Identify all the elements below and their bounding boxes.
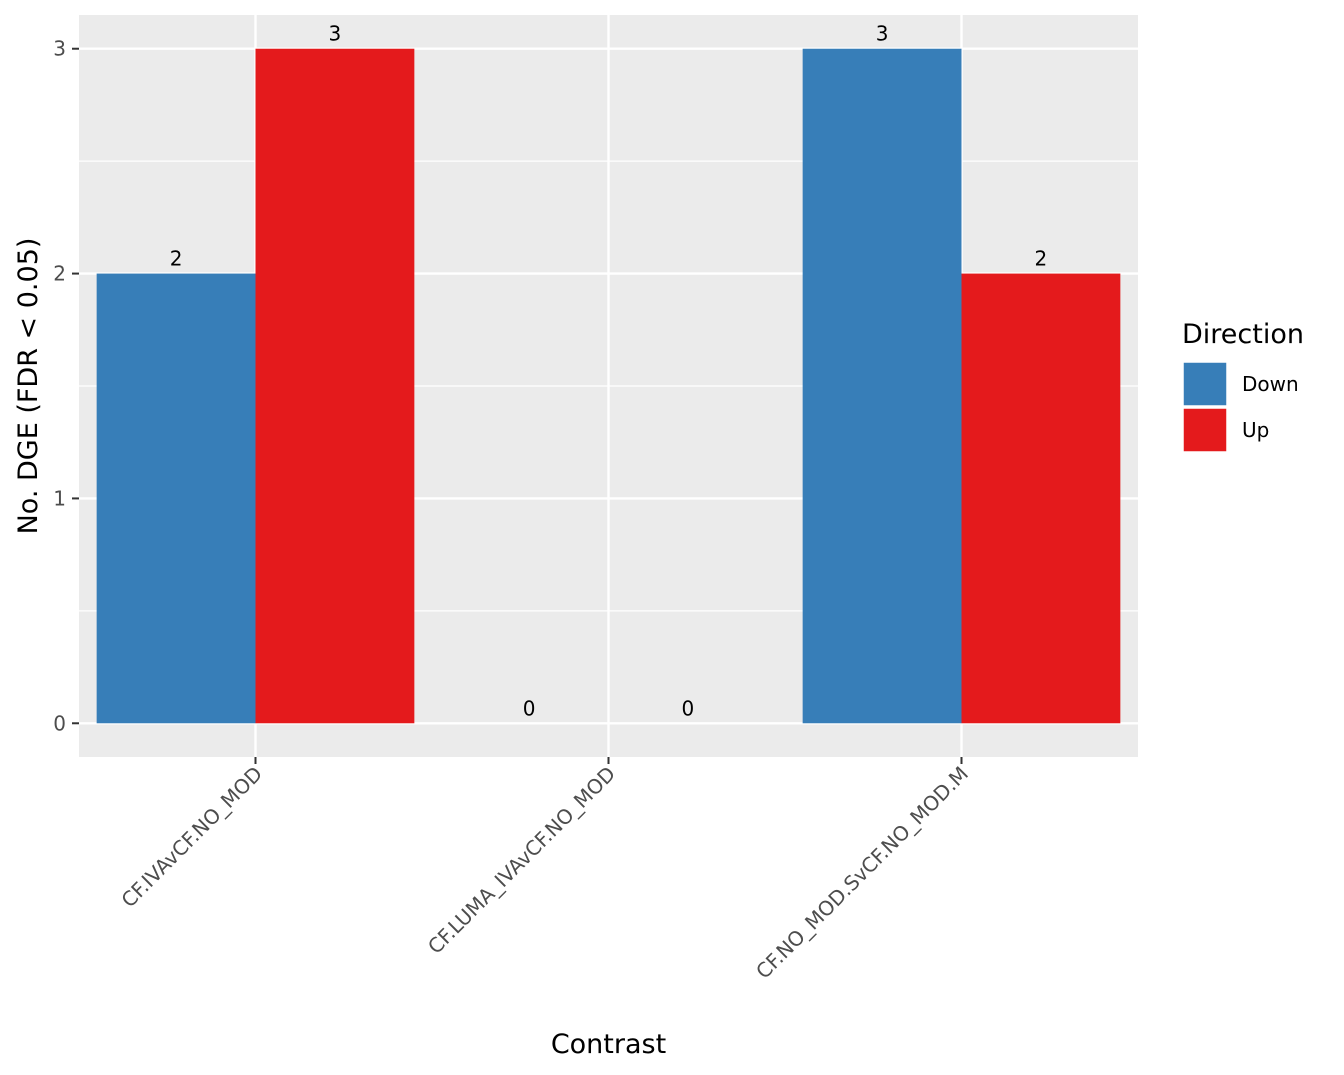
x-axis: CF.IVAvCF.NO_MOD CF.LUMA_IVAvCF.NO_MOD CF.… xyxy=(116,757,973,984)
bar-down xyxy=(96,273,256,724)
y-tick-label: 0 xyxy=(53,711,66,735)
data-label: 0 xyxy=(523,696,536,720)
data-labels: 2 3 0 0 3 2 xyxy=(170,22,1048,721)
legend-label-down: Down xyxy=(1242,372,1299,396)
data-label: 2 xyxy=(1035,247,1048,271)
y-tick-label: 3 xyxy=(53,37,66,61)
y-tick-label: 2 xyxy=(53,262,66,286)
data-label: 0 xyxy=(682,696,695,720)
y-tick-label: 1 xyxy=(53,486,66,510)
x-axis-title: Contrast xyxy=(551,1029,666,1060)
y-axis-title: No. DGE (FDR < 0.05) xyxy=(13,238,44,535)
bar-up xyxy=(961,273,1121,724)
legend-key-down xyxy=(1182,361,1228,407)
legend-label-up: Up xyxy=(1242,418,1269,442)
data-label: 3 xyxy=(876,22,889,46)
legend: Direction Down Up xyxy=(1182,319,1304,453)
data-label: 3 xyxy=(329,22,342,46)
y-axis: 0 1 2 3 xyxy=(53,37,79,735)
x-tick-label: CF.LUMA_IVAvCF.NO_MOD xyxy=(423,762,620,959)
legend-title: Direction xyxy=(1182,319,1304,350)
legend-key-up xyxy=(1182,407,1228,453)
bars xyxy=(96,48,1121,724)
bar-up xyxy=(255,48,415,724)
bar-down xyxy=(802,48,962,724)
x-tick-label: CF.NO_MOD.SvCF.NO_MOD.M xyxy=(751,762,973,984)
x-tick-label: CF.IVAvCF.NO_MOD xyxy=(116,762,267,913)
data-label: 2 xyxy=(170,247,183,271)
